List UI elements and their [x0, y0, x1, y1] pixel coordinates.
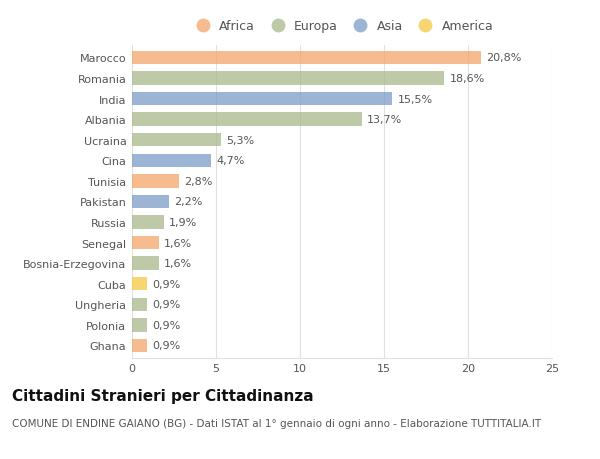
Text: 2,8%: 2,8% — [184, 176, 212, 186]
Bar — [132, 72, 445, 85]
Bar — [132, 154, 211, 168]
Bar — [132, 175, 179, 188]
Text: Cittadini Stranieri per Cittadinanza: Cittadini Stranieri per Cittadinanza — [12, 388, 314, 403]
Text: 15,5%: 15,5% — [397, 94, 433, 104]
Bar — [132, 339, 147, 353]
Bar — [132, 319, 147, 332]
Legend: Africa, Europa, Asia, America: Africa, Europa, Asia, America — [191, 21, 493, 34]
Bar — [132, 216, 164, 229]
Bar — [132, 277, 147, 291]
Text: 1,9%: 1,9% — [169, 218, 197, 228]
Text: 0,9%: 0,9% — [152, 320, 181, 330]
Text: 0,9%: 0,9% — [152, 279, 181, 289]
Bar — [132, 93, 392, 106]
Text: 0,9%: 0,9% — [152, 300, 181, 310]
Text: 1,6%: 1,6% — [164, 238, 192, 248]
Text: COMUNE DI ENDINE GAIANO (BG) - Dati ISTAT al 1° gennaio di ogni anno - Elaborazi: COMUNE DI ENDINE GAIANO (BG) - Dati ISTA… — [12, 418, 541, 428]
Text: 0,9%: 0,9% — [152, 341, 181, 351]
Bar — [132, 257, 159, 270]
Text: 13,7%: 13,7% — [367, 115, 403, 125]
Text: 4,7%: 4,7% — [216, 156, 244, 166]
Text: 18,6%: 18,6% — [449, 74, 485, 84]
Bar — [132, 113, 362, 127]
Text: 20,8%: 20,8% — [487, 53, 522, 63]
Bar — [132, 195, 169, 209]
Text: 1,6%: 1,6% — [164, 258, 192, 269]
Bar — [132, 134, 221, 147]
Text: 5,3%: 5,3% — [226, 135, 254, 146]
Bar — [132, 298, 147, 311]
Bar — [132, 236, 159, 250]
Bar — [132, 51, 481, 65]
Text: 2,2%: 2,2% — [174, 197, 202, 207]
